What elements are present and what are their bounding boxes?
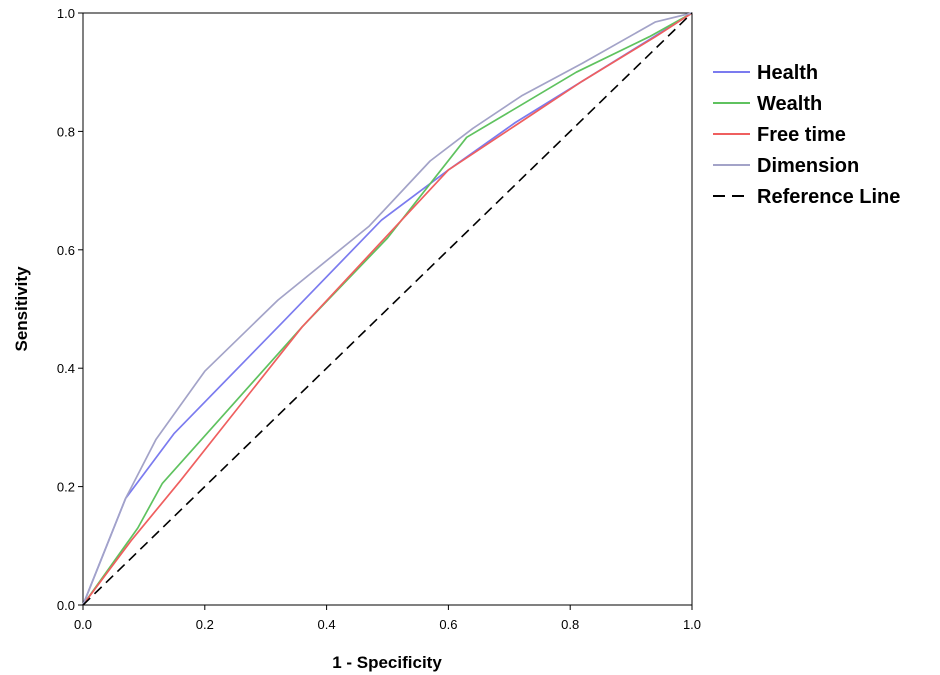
y-tick-label: 0.0 — [57, 598, 75, 613]
y-tick-label: 0.6 — [57, 243, 75, 258]
x-tick-label: 0.8 — [561, 617, 579, 632]
x-tick-label: 1.0 — [683, 617, 701, 632]
legend-label: Reference Line — [757, 186, 900, 208]
series-line-wealth — [82, 12, 693, 606]
series-layer — [82, 12, 693, 606]
series-line-dimension — [82, 12, 693, 606]
legend-item-health: Health — [713, 62, 818, 84]
legend: Health Wealth Free time Dimension Reference … — [713, 62, 900, 208]
x-tick-label: 0.4 — [318, 617, 336, 632]
legend-label: Wealth — [757, 93, 822, 115]
legend-label: Free time — [757, 124, 846, 146]
y-tick-label: 0.4 — [57, 361, 75, 376]
y-tick-label: 1.0 — [57, 6, 75, 21]
x-axis-title: 1 - Specificity — [332, 653, 442, 672]
series-line-reference-line — [82, 12, 693, 606]
y-tick-label: 0.2 — [57, 480, 75, 495]
y-tick-label: 0.8 — [57, 124, 75, 139]
legend-label: Dimension — [757, 155, 859, 177]
x-tick-label: 0.0 — [74, 617, 92, 632]
legend-label: Health — [757, 62, 818, 84]
x-tick-label: 0.6 — [439, 617, 457, 632]
y-axis: 0.0 0.2 0.4 0.6 0.8 1.0 — [57, 6, 83, 613]
series-line-free-time — [82, 12, 693, 606]
x-axis: 0.0 0.2 0.4 0.6 0.8 1.0 — [74, 605, 701, 632]
legend-item-free-time: Free time — [713, 124, 846, 146]
x-tick-label: 0.2 — [196, 617, 214, 632]
legend-item-wealth: Wealth — [713, 93, 822, 115]
legend-item-dimension: Dimension — [713, 155, 859, 177]
y-axis-title: Sensitivity — [12, 266, 31, 352]
plot-frame — [82, 12, 693, 606]
legend-item-reference-line: Reference Line — [713, 186, 900, 208]
